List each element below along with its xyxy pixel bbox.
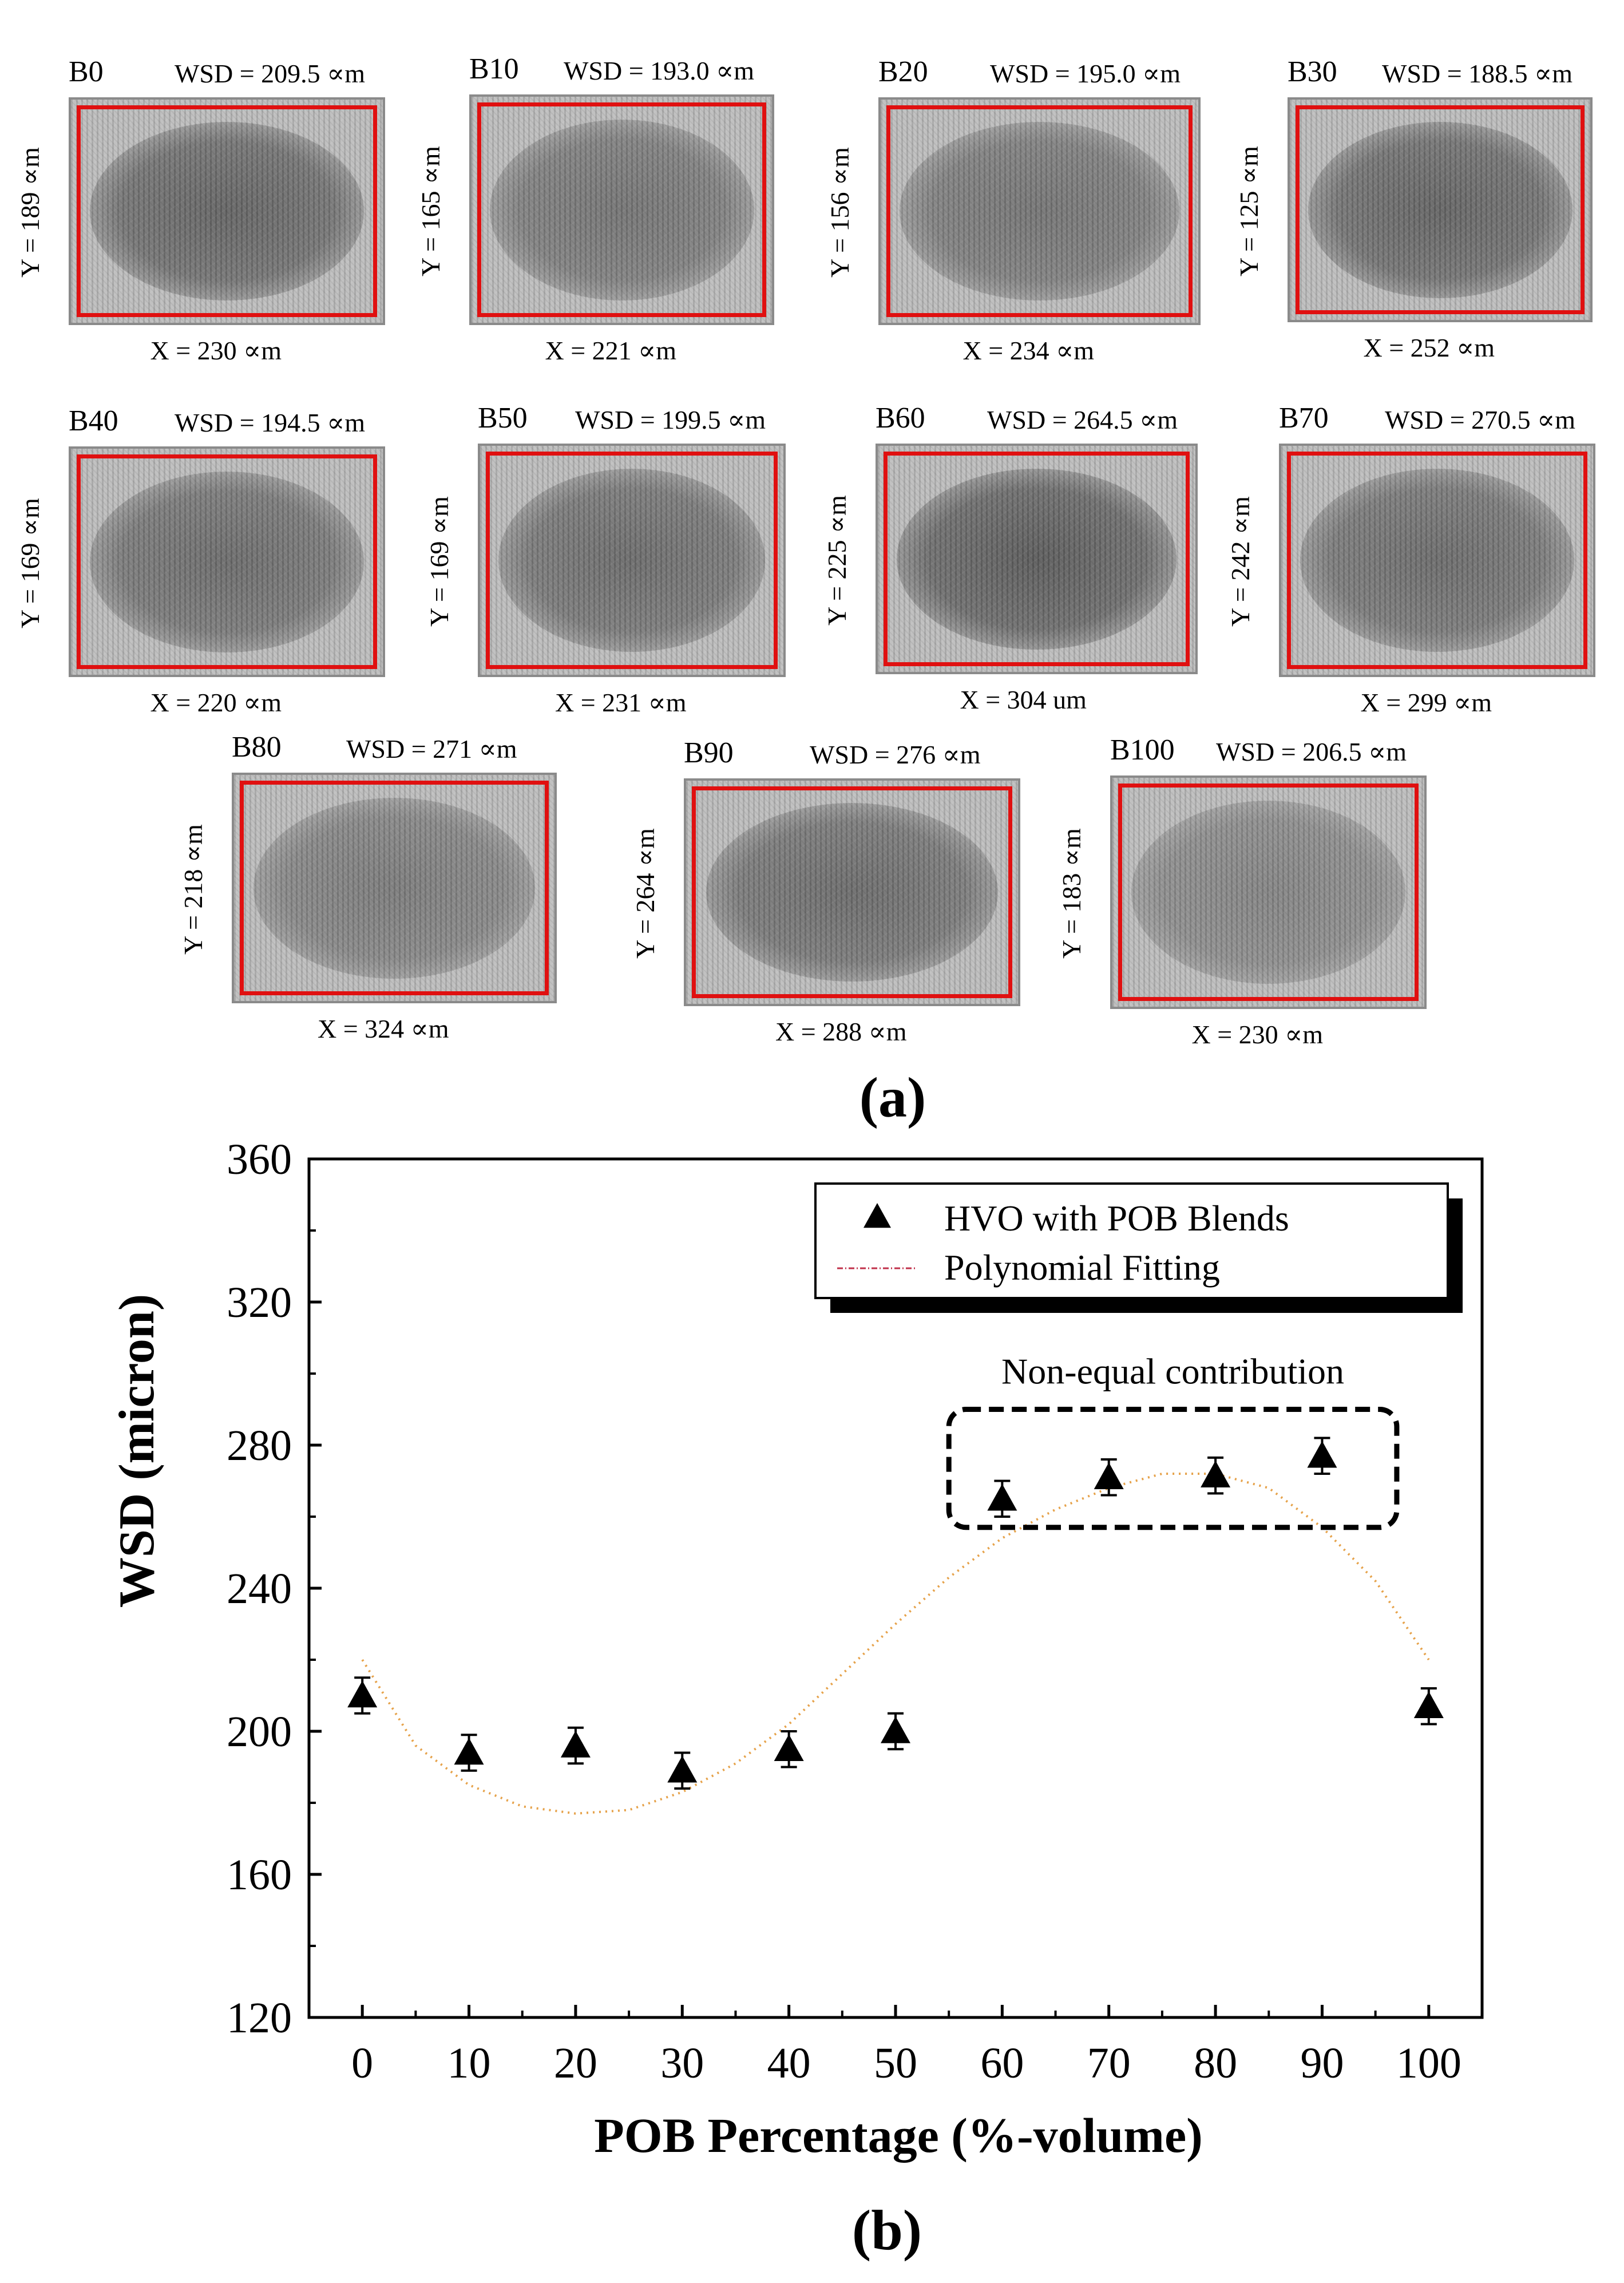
x-tick-label: 100 (1396, 2039, 1461, 2087)
x-tick-label: 80 (1194, 2039, 1237, 2087)
data-point-triangle (1413, 1691, 1444, 1719)
scar-sample-name: B20 (878, 56, 928, 88)
x-tick-label: 0 (351, 2039, 373, 2087)
scar-sample-name: B100 (1110, 734, 1175, 766)
scar-wsd-value: WSD = 209.5 ∝m (175, 59, 366, 88)
scar-sample-name: B0 (69, 56, 104, 88)
scar-sample-name: B10 (469, 53, 519, 85)
chart-legend: HVO with POB Blends Polynomial Fitting (814, 1182, 1463, 1313)
scar-sample-name: B50 (478, 402, 528, 434)
data-point-triangle (667, 1755, 698, 1783)
scar-x-dimension: X = 220 ∝m (150, 688, 282, 717)
wear-scar-image (232, 773, 557, 1003)
scar-wsd-value: WSD = 188.5 ∝m (1382, 59, 1573, 88)
wear-scar-image (1288, 97, 1593, 322)
y-tick-label: 240 (227, 1565, 292, 1613)
legend-box (814, 1182, 1449, 1299)
scar-wsd-value: WSD = 199.5 ∝m (575, 405, 766, 434)
x-tick-label: 10 (447, 2039, 491, 2087)
y-tick-label: 120 (227, 1994, 292, 2042)
scar-x-dimension: X = 324 ∝m (318, 1014, 449, 1043)
scar-x-dimension: X = 299 ∝m (1360, 688, 1492, 717)
x-tick-label: 40 (767, 2039, 811, 2087)
annotation-text: Non-equal contribution (1001, 1351, 1344, 1392)
data-point-triangle (774, 1734, 804, 1762)
data-point-triangle (1094, 1462, 1124, 1490)
annotation-box (946, 1407, 1400, 1530)
scar-x-dimension: X = 231 ∝m (555, 688, 687, 717)
scar-sample-name: B60 (876, 402, 925, 434)
chart-axes: 120 160 200 240 280 320 360 0 10 20 30 40 50 60 70 80 90… (227, 1135, 1484, 2087)
data-point-triangle (347, 1680, 378, 1708)
y-tick-label: 160 (227, 1851, 292, 1899)
wear-scar-image (1279, 444, 1595, 677)
polynomial-fit-line (361, 1473, 1430, 1815)
x-tick-label: 60 (980, 2039, 1024, 2087)
legend-label-fit: Polynomial Fitting (944, 1247, 1220, 1288)
scar-sample-name: B40 (69, 405, 118, 437)
scar-sample-name: B90 (684, 737, 734, 769)
scar-sample-name: B30 (1288, 56, 1337, 88)
scar-sample-name: B70 (1279, 402, 1329, 434)
x-tick-label: 50 (874, 2039, 917, 2087)
wear-scar-image (876, 444, 1198, 674)
y-tick-label: 360 (227, 1135, 292, 1184)
y-axis-label: WSD (micron) (109, 1294, 165, 1608)
scar-wsd-value: WSD = 271 ∝m (346, 734, 517, 763)
scar-wsd-value: WSD = 193.0 ∝m (564, 56, 755, 85)
scar-wsd-value: WSD = 264.5 ∝m (987, 405, 1178, 434)
data-point-triangle (881, 1716, 910, 1743)
scar-x-dimension: X = 252 ∝m (1363, 333, 1495, 362)
scar-x-dimension: X = 230 ∝m (1191, 1020, 1324, 1049)
fit-series (361, 1473, 1430, 1815)
data-point-triangle (987, 1483, 1017, 1511)
x-tick-label: 90 (1300, 2039, 1344, 2087)
wear-scar-image (69, 97, 385, 325)
legend-label-points: HVO with POB Blends (944, 1198, 1289, 1239)
scar-sample-name: B80 (232, 731, 282, 763)
wear-scar-image (1110, 775, 1427, 1009)
panel-b-label: (b) (852, 2198, 922, 2262)
legend-triangle-marker (864, 1203, 891, 1228)
data-point-triangle (1201, 1461, 1231, 1487)
y-tick-label: 320 (227, 1279, 292, 1327)
x-axis-label: POB Percentage (%-volume) (594, 2108, 1203, 2163)
scar-wsd-value: WSD = 206.5 ∝m (1216, 737, 1407, 766)
x-tick-label: 70 (1087, 2039, 1131, 2087)
data-point-triangle (454, 1738, 484, 1765)
scar-x-dimension: X = 234 ∝m (962, 336, 1095, 365)
scar-x-dimension: X = 221 ∝m (545, 336, 677, 365)
annotation-group: Non-equal contribution (946, 1351, 1400, 1530)
y-tick-label: 280 (227, 1422, 292, 1470)
scar-wsd-value: WSD = 194.5 ∝m (175, 408, 366, 437)
scar-x-dimension: X = 288 ∝m (775, 1017, 907, 1046)
wear-scar-image (469, 94, 774, 325)
x-tick-label: 20 (554, 2039, 597, 2087)
wear-scar-image-grid: B0 WSD = 209.5 ∝m X = 230 ∝m Y = 189 ∝m B10 W… (0, 0, 1624, 1122)
data-point-triangle (1307, 1441, 1337, 1468)
scar-wsd-value: WSD = 270.5 ∝m (1385, 405, 1576, 434)
wear-scar-image (69, 446, 385, 677)
wear-scar-image (878, 97, 1201, 325)
y-tick-label: 200 (227, 1708, 292, 1756)
scar-x-dimension: X = 230 ∝m (150, 336, 282, 365)
panel-a-label: (a) (859, 1066, 926, 1129)
scar-wsd-value: WSD = 195.0 ∝m (990, 59, 1181, 88)
wear-scar-image (478, 444, 786, 677)
scar-x-dimension: X = 304 um (960, 685, 1087, 714)
x-tick-label: 30 (660, 2039, 704, 2087)
scatter-series (347, 1437, 1444, 1790)
scar-wsd-value: WSD = 276 ∝m (810, 740, 981, 769)
data-point-triangle (560, 1731, 591, 1758)
wear-scar-image (684, 778, 1020, 1006)
